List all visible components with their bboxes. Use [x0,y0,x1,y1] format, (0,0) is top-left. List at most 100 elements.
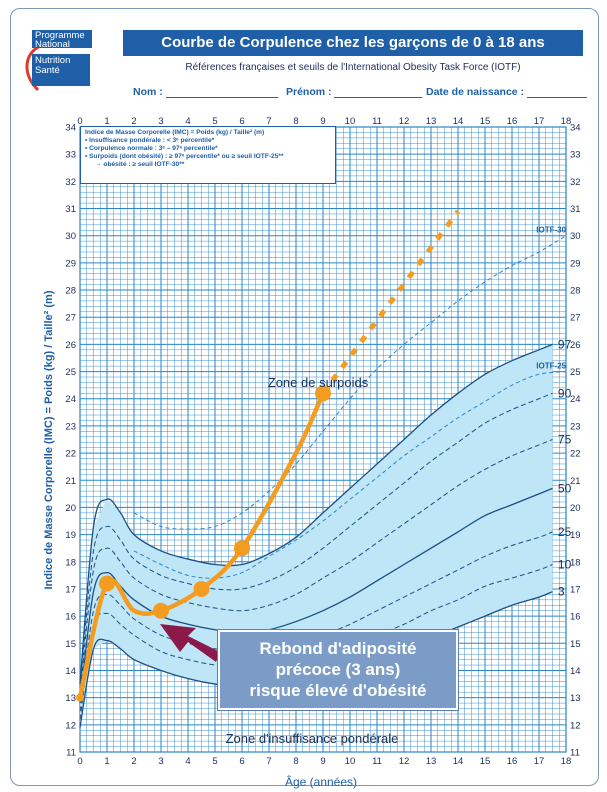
y-tick-label: 14 [65,666,76,677]
logo-line-2: National [35,39,70,50]
y-tick-label-right: 22 [570,449,581,460]
y-tick-label: 22 [65,449,76,460]
x-tick-label: 12 [399,756,410,767]
child-data-point [153,602,169,619]
chart-subtitle: Références françaises et seuils de l'Int… [185,62,521,73]
iotf-25-curve [133,371,567,579]
logo-line-1: Programme [35,30,85,41]
x-tick-label-top: 10 [345,116,356,127]
x-tick-label: 6 [239,756,244,767]
birthdate-label: Date de naissance : [426,86,525,98]
percentile-label-75: 75 [558,433,572,447]
logo-block-2: Nutrition Santé [32,54,90,86]
y-tick-label: 12 [65,720,76,731]
y-tick-label: 29 [65,258,76,269]
x-tick-label-top: 4 [185,116,190,127]
annotation-line-2: précoce (3 ans) [275,660,401,679]
y-tick-label-right: 29 [570,258,581,269]
legend-line-3: • Corpulence normale : 3ᵉ – 97ᵉ percenti… [85,145,218,152]
percentile-label-10: 10 [558,558,572,572]
x-tick-label: 9 [320,756,325,767]
y-tick-label: 27 [65,313,76,324]
percentile-curve-90 [79,392,553,690]
y-tick-label-right: 21 [570,476,581,487]
y-tick-label-right: 18 [570,557,581,568]
x-tick-label-top: 17 [534,116,545,127]
x-tick-label-top: 8 [293,116,298,127]
x-tick-label: 17 [534,756,545,767]
x-tick-label: 10 [345,756,356,767]
y-tick-label: 25 [65,367,76,378]
x-tick-label-top: 0 [77,116,82,127]
y-tick-label: 33 [65,150,76,161]
y-tick-label: 16 [65,612,76,623]
y-tick-label-right: 28 [570,286,581,297]
firstname-label: Prénom : [286,86,332,98]
y-tick-label-right: 12 [570,720,581,731]
chart-title: Courbe de Corpulence chez les garçons de… [123,30,583,56]
y-tick-label: 21 [65,476,76,487]
y-tick-label-right: 32 [570,177,581,188]
x-tick-label-top: 2 [131,116,136,127]
x-tick-label: 18 [561,756,572,767]
y-tick-label-right: 26 [570,340,581,351]
y-tick-label: 15 [65,639,76,650]
y-tick-label: 24 [65,394,76,405]
iotf-30-label: IOTF-30 [536,226,566,235]
x-tick-label-top: 14 [453,116,464,127]
birthdate-field[interactable]: Date de naissance : [426,86,587,98]
y-tick-label: 19 [65,530,76,541]
annotation-line-1: Rebond d'adiposité [259,639,417,658]
x-tick-label: 4 [185,756,190,767]
y-tick-label-right: 23 [570,421,581,432]
x-tick-label-top: 7 [266,116,271,127]
pnns-logo: Programme National Nutrition Santé [20,22,92,104]
x-tick-label-top: 1 [104,116,109,127]
x-tick-label: 7 [266,756,271,767]
x-tick-label: 16 [507,756,518,767]
x-tick-label: 2 [131,756,136,767]
percentile-label-97: 97 [558,337,572,351]
adiposity-rebound-annotation: Rebond d'adiposité précoce (3 ans) risqu… [218,630,458,710]
firstname-field[interactable]: Prénom : [286,86,423,98]
percentile-label-90: 90 [558,386,572,400]
x-tick-label-top: 9 [320,116,325,127]
y-tick-label-right: 16 [570,612,581,623]
y-tick-label: 28 [65,286,76,297]
child-data-point [193,580,210,597]
x-tick-label-top: 13 [426,116,437,127]
annotation-line-3: risque élevé d'obésité [249,681,427,700]
x-tick-label: 8 [293,756,298,767]
logo-block-1: Programme National [32,30,92,50]
y-tick-label: 26 [65,340,76,351]
x-tick-label: 5 [212,756,217,767]
y-axis-label: Indice de Masse Corporelle (IMC) = Poids… [43,290,55,589]
x-tick-label-top: 3 [158,116,163,127]
x-tick-label: 11 [372,756,382,767]
y-tick-label-right: 17 [570,584,581,595]
child-curve [76,209,461,702]
legend-box: Indice de Masse Corporelle (IMC) = Poids… [80,126,336,184]
legend-line-5: → obésité : ≥ seuil IOTF-30** [95,161,185,168]
x-tick-label-top: 11 [372,116,382,127]
y-tick-label-right: 30 [570,231,581,242]
name-field[interactable]: Nom : [133,86,278,98]
axis-ticks: 0011223344556677889910101111121213131414… [65,116,580,767]
x-tick-label-top: 5 [212,116,217,127]
percentile-label-3: 3 [558,585,565,599]
percentile-curve-97 [79,343,553,685]
x-tick-label-top: 6 [239,116,244,127]
legend-line-2: • Insuffisance pondérale : < 3ᵉ percenti… [85,137,215,144]
x-tick-label: 1 [104,756,109,767]
y-tick-label-right: 24 [570,394,581,405]
y-tick-label: 11 [66,748,76,759]
x-tick-label: 3 [158,756,163,767]
y-tick-label: 31 [65,204,76,215]
x-tick-label-top: 18 [561,116,572,127]
iotf-25-label: IOTF-25 [536,362,566,371]
underweight-zone-label: Zone d'insuffisance pondérale [226,731,399,746]
x-axis-label: Âge (années) [285,774,357,789]
y-tick-label-right: 19 [570,530,581,541]
child-projection-line [320,209,461,395]
x-tick-label-top: 15 [480,116,491,127]
